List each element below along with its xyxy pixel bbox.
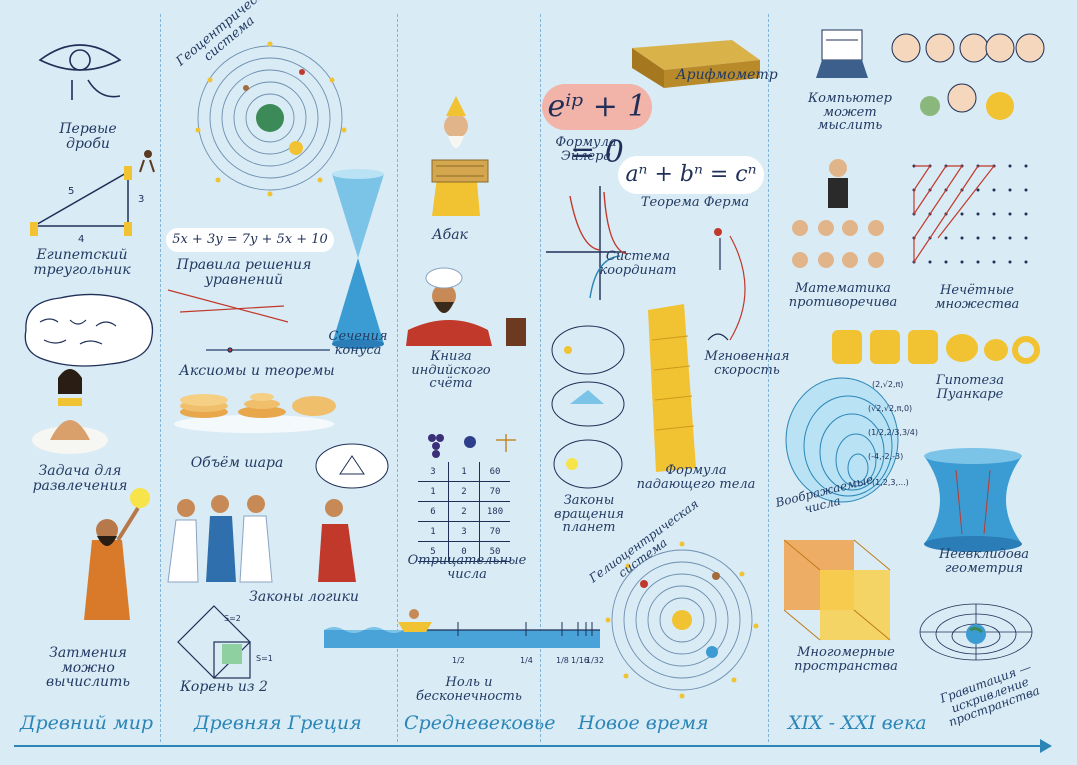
fermat-formula: aⁿ + bⁿ = cⁿ	[618, 156, 764, 194]
caption-sphere-volume: Объём шара	[190, 455, 284, 471]
table-row: 6 2 180	[418, 501, 510, 522]
computer-icon	[816, 29, 868, 78]
infinite-sets-grid-icon	[912, 164, 1028, 264]
grapes-plum-scale-icon	[428, 434, 516, 458]
euler-formula: eⁱᵖ + 1 = 0	[542, 84, 652, 170]
caption-axioms: Аксиомы и теоремы	[179, 363, 335, 379]
caption-infinite-sets: Нечётные множества	[934, 283, 1020, 312]
indian-book-scholar-icon	[406, 267, 526, 346]
caption-negative-numbers: Отрицательные числа	[407, 553, 527, 582]
diagonal-arrows-icon	[913, 165, 996, 264]
caption-arithmometer: Арифмометр	[676, 67, 778, 83]
negative-numbers-table: 3 1 60 1 2 70 6 2 180 1 3 70 5 0 50	[418, 462, 510, 562]
era-label-greece: Древняя Греция	[194, 712, 362, 734]
number-line-tick: 1/8	[556, 656, 569, 665]
number-line-tick: 1/2	[452, 656, 465, 665]
tesseract-icon	[783, 539, 891, 641]
table-row: 1 2 70	[418, 481, 510, 502]
caption-planet-laws: Законы вращения планет	[554, 493, 624, 536]
root-two-square-icon	[177, 605, 251, 679]
number-set-label: (1,2,3,...)	[872, 478, 909, 487]
era-label-modern: Новое время	[578, 712, 709, 734]
timeline-arrow-icon	[1040, 739, 1052, 753]
caption-logic-laws: Законы логики	[249, 589, 359, 605]
caption-contradictory: Математика противоречива	[788, 281, 898, 310]
nested-number-sets-icon	[785, 377, 899, 503]
caption-coordinates: Система координат	[599, 249, 677, 278]
table-row: 1 3 70	[418, 521, 510, 542]
contradictory-math-faces-icon	[792, 159, 884, 268]
caption-conic-sections: Сечения конуса	[328, 329, 388, 358]
gravity-grid-icon	[919, 603, 1033, 661]
caption-indian-book: Книга индийского счёта	[411, 349, 491, 392]
caption-root-two: Корень из 2	[180, 679, 268, 695]
greek-philosophers-icon	[167, 443, 389, 583]
era-divider	[540, 14, 541, 742]
number-line-icon	[324, 609, 600, 648]
era-divider	[160, 14, 161, 742]
era-label-ancient: Древний мир	[20, 712, 154, 734]
caption-computer: Компьютер может мыслить	[808, 91, 892, 134]
number-line-tick: 1/4	[520, 656, 533, 665]
number-set-label: (√2,√2,π,0)	[868, 404, 913, 413]
planet-orbits-icon	[551, 325, 625, 489]
triangle-side-label: 4	[78, 234, 85, 245]
era-divider	[397, 14, 398, 742]
double-cone-icon	[332, 169, 384, 349]
coordinate-system-icon	[546, 186, 629, 300]
table-row: 5 0 50	[418, 541, 510, 562]
arithmometer-icon	[632, 40, 760, 88]
caption-first-fractions: Первые дроби	[59, 121, 117, 152]
caption-euler: Формула Эйлера	[555, 135, 617, 164]
greek-equation: 5x + 3y = 7y + 5x + 10	[166, 228, 334, 252]
number-set-label: (-4,-2,-3)	[868, 452, 904, 461]
instant-speed-icon	[707, 228, 746, 341]
caption-eclipses: Затмения можно вычислить	[46, 645, 130, 691]
heliocentric-system-icon	[611, 549, 753, 691]
caption-poincare: Гипотеза Пуанкаре	[935, 373, 1005, 402]
axioms-lines-icon	[167, 289, 330, 353]
sphere-volume-icon	[174, 393, 336, 433]
helio-star-ring-icon	[605, 541, 759, 699]
era-label-medieval: Средневековье	[404, 712, 556, 734]
number-line-tick: 1/32	[586, 656, 604, 665]
caption-equation-rules: Правила решения уравнений	[176, 257, 312, 288]
era-label-recent: XIX - XXI века	[788, 712, 927, 734]
caption-egyptian-triangle: Египетский треугольник	[33, 247, 131, 278]
poincare-cups-icon	[832, 330, 1040, 364]
babylonian-astronomer-icon	[84, 488, 150, 620]
sqrt-area-label: S=1	[256, 654, 273, 663]
caption-fermat: Теорема Ферма	[640, 195, 750, 210]
geocentric-system-icon	[197, 45, 343, 191]
caption-non-euclid: Неевклидова геометрия	[938, 547, 1030, 576]
timeline-axis	[14, 745, 1048, 747]
leaning-tower-icon	[648, 304, 696, 472]
egyptian-scribe-icon	[32, 369, 108, 454]
number-set-label: (2,√2,π)	[872, 380, 904, 389]
triangle-side-label: 3	[138, 194, 145, 205]
egyptian-triangle-icon	[30, 150, 155, 236]
caption-falling-body: Формула падающего тела	[636, 463, 756, 492]
caption-instant-speed: Мгновенная скорость	[704, 349, 790, 378]
number-line-tick: 1/16	[571, 656, 589, 665]
scientist-portraits-icon	[891, 33, 1045, 120]
caption-zero-infinity: Ноль и бесконечность	[416, 675, 522, 704]
table-row: 3 1 60	[418, 462, 510, 482]
number-set-label: (1/2,2/3,3/4)	[868, 428, 918, 437]
caption-multidim: Многомерные пространства	[794, 645, 898, 674]
era-divider	[768, 14, 769, 742]
sqrt-area-label: S=2	[224, 614, 241, 623]
hyperboloid-icon	[924, 448, 1022, 552]
caption-puzzle: Задача для развлечения	[32, 463, 128, 494]
triangle-side-label: 5	[68, 186, 75, 197]
eye-of-horus-icon	[38, 44, 122, 100]
caption-abacus: Абак	[432, 227, 468, 243]
abacus-scholar-icon	[431, 96, 489, 216]
papyrus-cloud-icon	[24, 293, 154, 367]
star-ring-icon	[195, 41, 347, 197]
